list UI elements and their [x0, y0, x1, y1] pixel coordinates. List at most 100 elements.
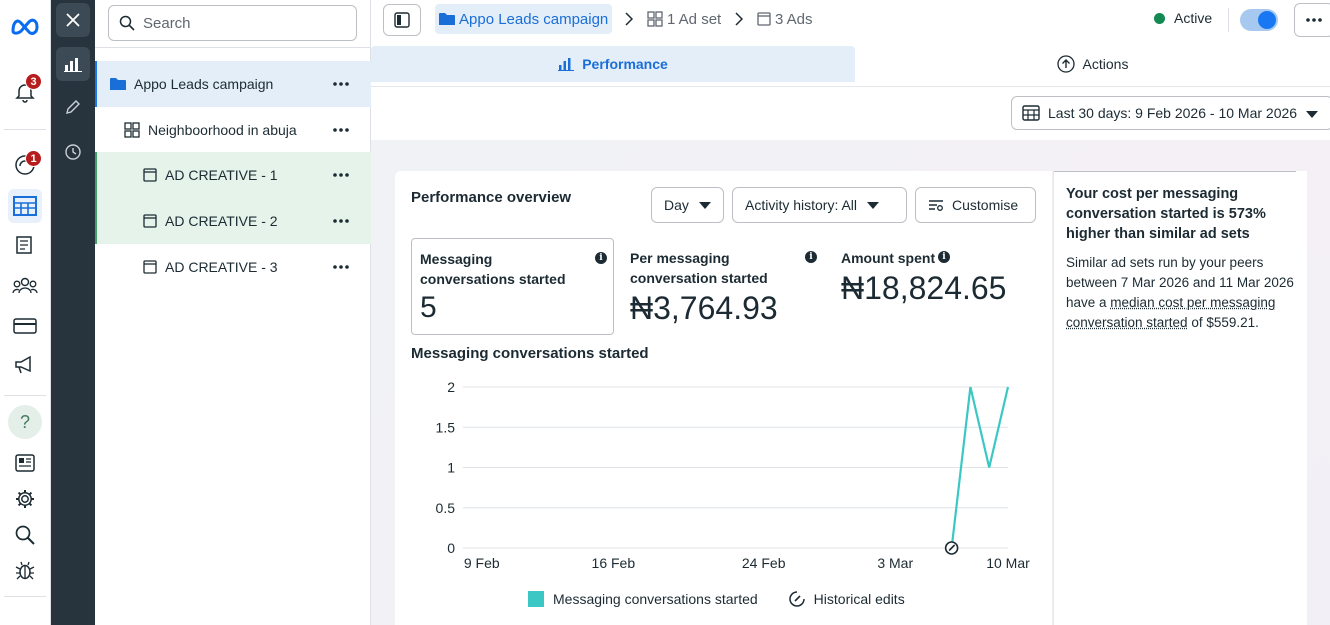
metric-messaging-conversations[interactable]: Messaging conversations started i 5 — [411, 238, 614, 335]
close-icon[interactable] — [56, 3, 90, 37]
more-options-icon[interactable] — [331, 120, 351, 140]
campaign-name: Appo Leads campaign — [134, 76, 273, 92]
breadcrumb-ads[interactable]: 3 Ads — [757, 4, 813, 34]
customise-button[interactable]: Customise — [915, 187, 1036, 223]
search-icon[interactable] — [8, 518, 42, 552]
metric-value: ₦3,764.93 — [630, 290, 778, 327]
breadcrumb-campaign-label: Appo Leads campaign — [459, 11, 608, 28]
insight-divider — [1054, 171, 1296, 172]
tab-performance[interactable]: Performance — [371, 46, 855, 82]
more-options-icon[interactable] — [331, 211, 351, 231]
caret-down-icon — [1306, 111, 1318, 118]
metric-cost-per-conversation[interactable]: Per messaging conversation started i ₦3,… — [622, 238, 821, 335]
tree-item-ad[interactable]: AD CREATIVE - 3 — [95, 244, 371, 290]
x-tick-label: 3 Mar — [877, 555, 913, 571]
info-icon[interactable]: i — [938, 251, 950, 263]
y-tick-label: 0.5 — [436, 500, 456, 516]
activity-history-value: Activity history: All — [745, 197, 857, 213]
x-tick-label: 24 Feb — [742, 555, 786, 571]
help-glyph: ? — [20, 412, 30, 433]
granularity-value: Day — [664, 197, 689, 213]
chart-legend: Messaging conversations started Historic… — [528, 590, 905, 608]
adset-grid-icon — [124, 122, 140, 138]
info-icon[interactable]: i — [805, 251, 817, 263]
y-tick-label: 2 — [447, 379, 455, 395]
meta-logo-icon[interactable] — [8, 9, 42, 43]
metric-label: Messaging conversations started — [420, 249, 580, 289]
tree-search[interactable] — [108, 5, 357, 41]
tab-divider — [371, 86, 1330, 87]
tree-item-campaign[interactable]: Appo Leads campaign — [95, 61, 371, 107]
date-range-picker[interactable]: Last 30 days: 9 Feb 2026 - 10 Mar 2026 — [1011, 96, 1330, 130]
more-options-icon[interactable] — [331, 165, 351, 185]
more-options-icon — [1306, 18, 1322, 22]
header-more-button[interactable] — [1294, 3, 1330, 37]
audiences-icon[interactable] — [8, 268, 42, 302]
more-options-icon[interactable] — [331, 74, 351, 94]
ad-name: AD CREATIVE - 2 — [165, 213, 278, 229]
campaign-on-off-toggle[interactable] — [1240, 9, 1278, 31]
info-icon[interactable]: i — [595, 252, 607, 264]
pages-icon[interactable] — [8, 228, 42, 262]
billing-card-icon[interactable] — [8, 309, 42, 343]
chevron-right-icon — [735, 12, 743, 26]
detail-tabs: Performance Actions — [371, 46, 1330, 82]
insight-body-suffix: of $559.21. — [1188, 315, 1259, 330]
insight-headline: Your cost per messaging conversation sta… — [1066, 184, 1291, 244]
bug-report-icon[interactable] — [8, 554, 42, 588]
insight-body: Similar ad sets run by your peers betwee… — [1066, 253, 1306, 333]
customise-settings-icon — [928, 198, 944, 212]
tab-performance-label: Performance — [582, 56, 668, 72]
toggle-panel-button[interactable] — [383, 4, 421, 36]
notifications-badge: 3 — [25, 73, 42, 90]
breadcrumb-adset[interactable]: 1 Ad set — [647, 4, 721, 34]
rail-divider — [4, 596, 46, 597]
tab-actions[interactable]: Actions — [855, 46, 1330, 82]
tree-item-adset[interactable]: Neighboorhood in abuja — [95, 107, 371, 153]
help-icon[interactable]: ? — [8, 405, 42, 439]
activity-history-select[interactable]: Activity history: All — [732, 187, 907, 223]
historical-edits-icon — [788, 590, 806, 608]
date-range-label: Last 30 days: 9 Feb 2026 - 10 Mar 2026 — [1048, 105, 1297, 121]
tree-item-ad[interactable]: AD CREATIVE - 1 — [95, 152, 371, 198]
edit-pencil-icon[interactable] — [56, 90, 90, 124]
breadcrumb-campaign[interactable]: Appo Leads campaign — [435, 4, 612, 34]
breadcrumb-ads-label: 3 Ads — [775, 11, 813, 28]
history-clock-icon[interactable] — [56, 135, 90, 169]
metric-value: ₦18,824.65 — [841, 270, 1006, 307]
ads-manager-table-icon[interactable] — [8, 189, 42, 223]
campaign-tree-panel: Appo Leads campaign Neighboorhood in abu… — [95, 0, 371, 625]
performance-chart-icon[interactable] — [56, 47, 90, 81]
upload-circle-icon — [1057, 55, 1075, 73]
card-title: Performance overview — [411, 189, 571, 206]
more-options-icon[interactable] — [331, 257, 351, 277]
ad-icon — [757, 12, 771, 26]
tree-item-ad[interactable]: AD CREATIVE - 2 — [95, 198, 371, 244]
y-tick-label: 1.5 — [436, 419, 456, 435]
granularity-select[interactable]: Day — [651, 187, 724, 223]
activity-badge: 1 — [25, 150, 42, 167]
metric-value: 5 — [420, 291, 437, 325]
ad-icon — [143, 214, 157, 228]
messaging-conversations-line-chart: 0 0.5 1 1.5 2 9 Feb 16 Feb 24 Feb 3 Mar 10 Mar — [395, 367, 1052, 579]
rail-divider — [4, 129, 46, 130]
tree-divider — [95, 47, 371, 48]
search-input[interactable] — [143, 15, 343, 32]
status-dot — [1154, 13, 1165, 24]
x-tick-label: 16 Feb — [592, 555, 636, 571]
tool-strip — [51, 0, 95, 625]
caret-down-icon — [699, 202, 711, 209]
megaphone-icon[interactable] — [8, 348, 42, 382]
news-icon[interactable] — [8, 446, 42, 480]
sidebar-panel-icon — [394, 12, 410, 28]
settings-gear-icon[interactable] — [8, 482, 42, 516]
chart-title: Messaging conversations started — [411, 345, 649, 362]
metric-amount-spent[interactable]: Amount spent i ₦18,824.65 — [833, 238, 1033, 335]
rail-divider — [4, 395, 46, 396]
folder-icon — [110, 77, 126, 91]
customise-label: Customise — [952, 197, 1018, 213]
status-label: Active — [1174, 10, 1212, 26]
adset-grid-icon — [647, 11, 663, 27]
ad-name: AD CREATIVE - 3 — [165, 259, 278, 275]
x-tick-label: 10 Mar — [986, 555, 1030, 571]
